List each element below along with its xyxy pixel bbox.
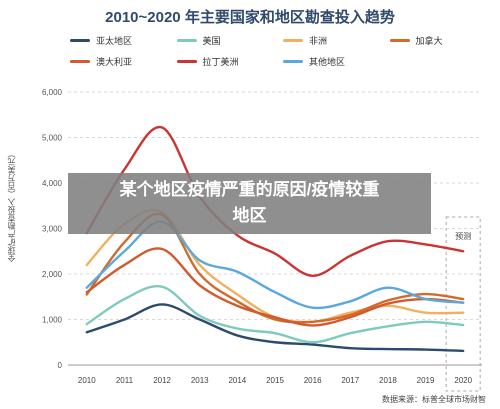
y-tick-label: 3,000 [42,225,63,234]
legend-label: 美国 [202,36,221,46]
x-tick-label: 2010 [78,376,96,385]
legend-swatch [176,60,197,63]
legend-item: 加拿大 [389,34,491,47]
y-tick-label: 2,000 [42,270,63,279]
x-tick-label: 2011 [116,376,134,385]
overlay-text-line1: 某个地区疫情严重的原因/疫情较重 [119,180,380,199]
legend-item: 拉丁美洲 [176,55,278,68]
chart-legend: 亚太地区 美国 非洲 加拿大澳大利亚 拉丁美洲 其他地区 [70,34,490,68]
overlay-text-line2: 地区 [232,206,267,225]
legend-item: 亚太地区 [70,34,171,47]
y-tick-label: 6,000 [42,88,63,97]
series-line-澳大利亚 [85,247,465,327]
x-tick-label: 2014 [228,376,246,385]
legend-item: 非洲 [283,34,384,47]
legend-label: 加拿大 [415,36,443,46]
chart-title: 2010~2020 年主要国家和地区勘查投入趋势 [105,9,395,26]
forecast-label: 预测 [455,231,471,241]
legend-item: 澳大利亚 [70,55,171,68]
series-line-拉丁美洲 [85,125,465,278]
y-tick-label: 0 [58,361,63,370]
legend-label: 澳大利亚 [96,57,133,67]
series-line-美国 [85,285,465,344]
x-tick-label: 2015 [266,376,284,385]
legend-label: 亚太地区 [96,36,133,46]
legend-swatch [389,39,410,42]
series-line-亚太地区 [85,303,465,353]
x-tick-label: 2020 [454,376,472,385]
x-tick-label: 2013 [191,376,209,385]
legend-swatch [283,39,303,42]
legend-swatch [70,39,90,42]
x-tick-label: 2012 [153,376,171,385]
y-tick-label: 5,000 [42,134,63,143]
legend-swatch [283,60,303,63]
legend-label: 拉丁美洲 [202,57,239,67]
overlay-banner: 某个地区疫情严重的原因/疫情较重 地区 [68,173,431,234]
legend-label: 非洲 [309,36,328,46]
x-tick-label: 2019 [417,376,435,385]
legend-swatch [176,39,197,42]
legend-item: 其他地区 [283,55,384,68]
legend-label: 其他地区 [309,57,346,67]
y-tick-label: 4,000 [42,179,63,188]
legend-swatch [70,60,90,63]
forecast-box [445,216,481,392]
x-tick-label: 2016 [304,376,322,385]
source-note: 数据来源：标普全球市场财智 [382,395,486,404]
x-tick-label: 2018 [379,376,397,385]
x-tick-label: 2017 [341,376,359,385]
y-tick-label: 1,000 [42,316,63,325]
legend-item: 美国 [176,34,278,47]
